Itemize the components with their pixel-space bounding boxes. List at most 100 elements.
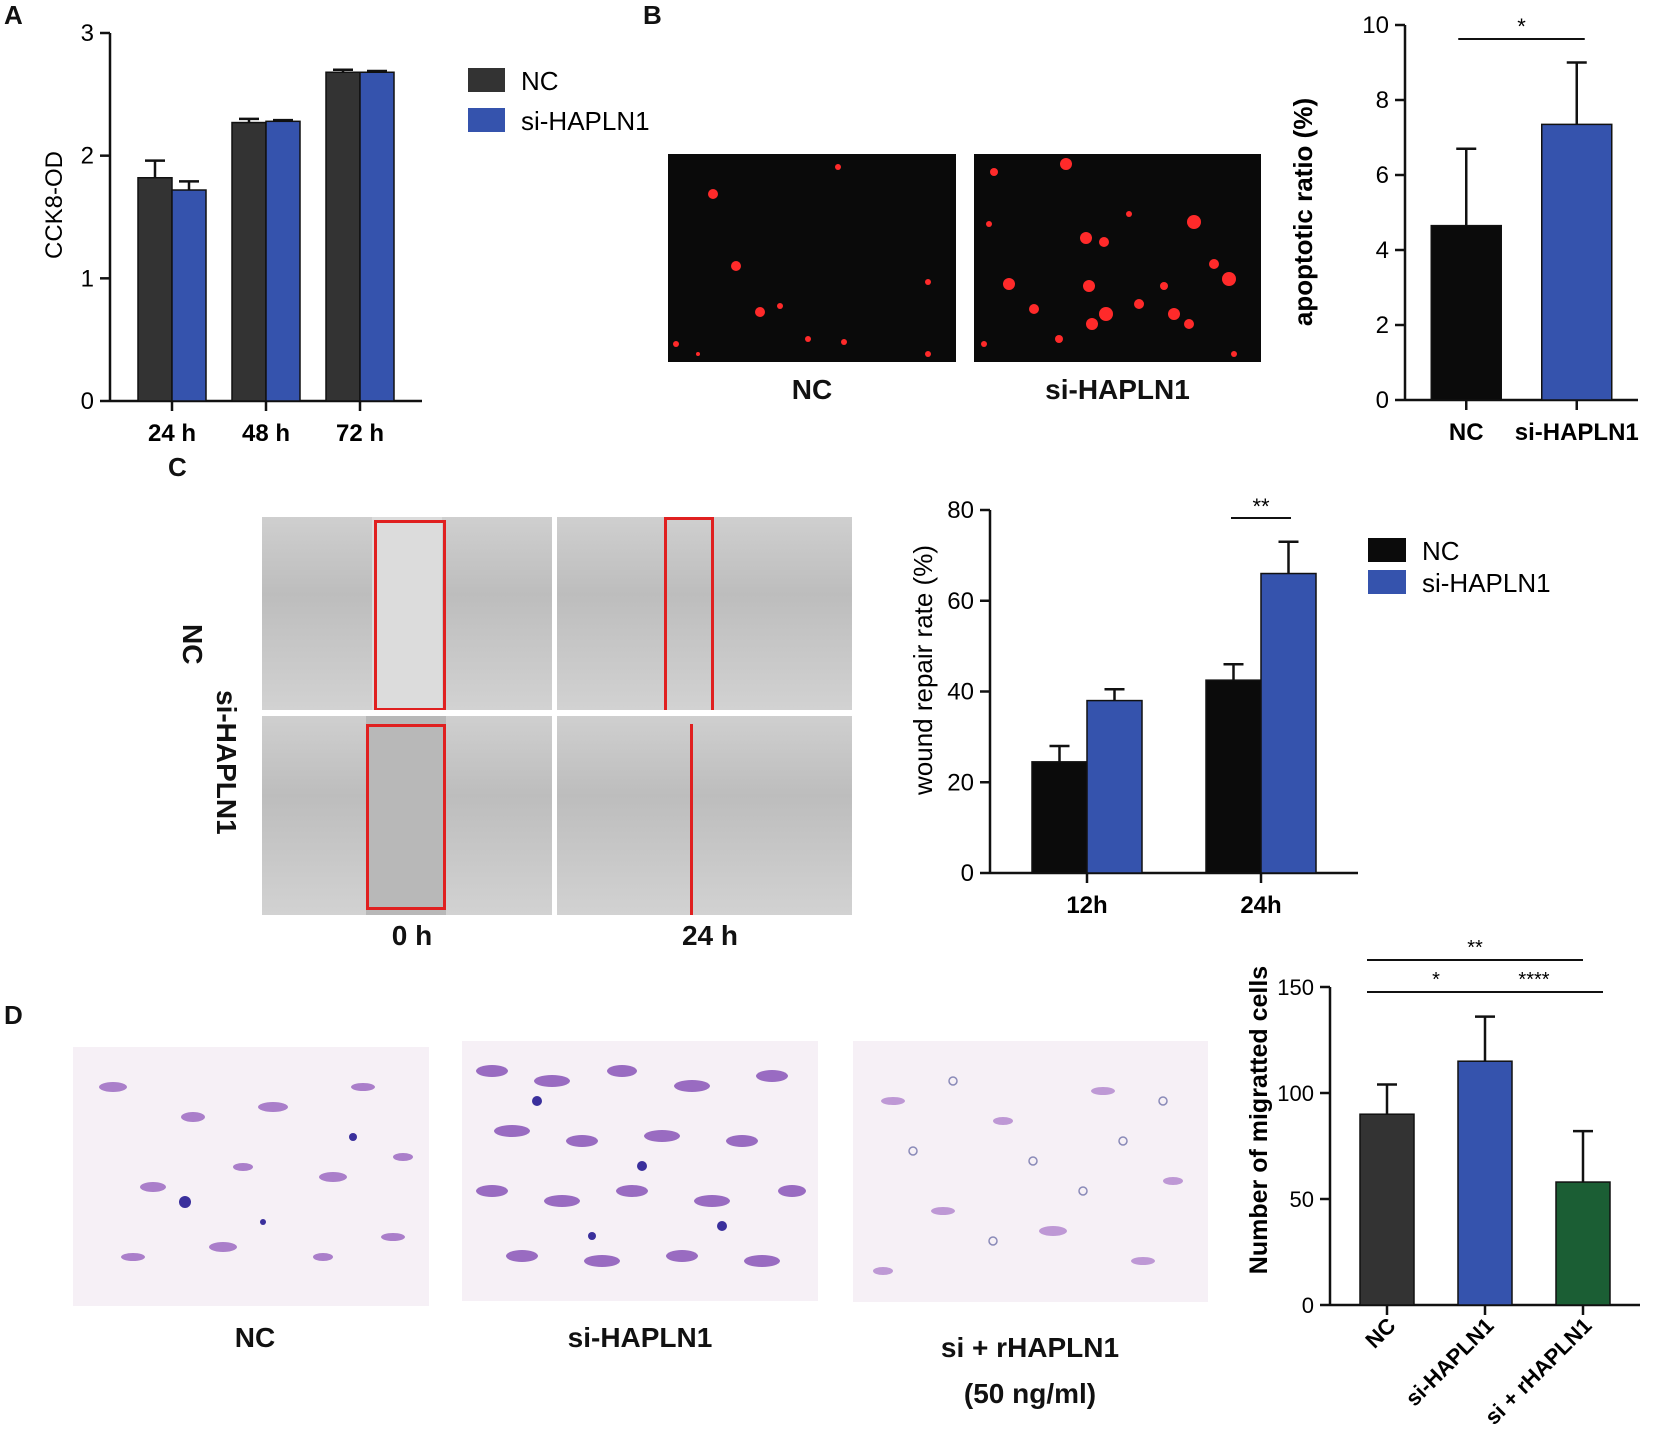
x-tick-label: 12h	[1066, 892, 1107, 919]
x-tick-label: si-HAPLN1	[1515, 419, 1639, 446]
legend-label-nc: NC	[1422, 536, 1460, 566]
y-tick-label: 8	[1376, 87, 1389, 114]
chart-c-legend: NC si-HAPLN1	[1368, 536, 1551, 598]
c-col-label-24h: 24 h	[681, 920, 739, 951]
wound-image-nc-0h	[262, 517, 552, 710]
d-image-label-nc: NC	[234, 1322, 276, 1353]
panel-label-a: A	[4, 0, 23, 30]
bar	[359, 71, 395, 402]
y-tick-label: 3	[81, 20, 94, 47]
significance-label: ****	[1518, 969, 1549, 991]
x-tick-label: 24h	[1240, 892, 1281, 919]
wound-image-si-24h	[557, 716, 852, 915]
legend-swatch-si	[468, 108, 505, 132]
y-tick-label: 50	[1290, 1187, 1314, 1212]
transwell-image-nc	[73, 1047, 429, 1306]
bar	[171, 189, 207, 402]
wound-image-nc-24h	[557, 517, 852, 710]
y-tick-label: 100	[1277, 1081, 1314, 1106]
x-tick-label: NC	[1449, 419, 1484, 446]
chart-a-plot: 0 1 2 3 24 h 48 h 72 h	[81, 20, 422, 447]
tunel-image-si	[974, 154, 1261, 362]
d-image-label-concentration: (50 ng/ml)	[963, 1378, 1097, 1409]
chart-a-legend: NC si-HAPLN1	[468, 66, 650, 136]
chart-b-ylabel: apoptotic ratio (%)	[1288, 98, 1318, 326]
legend-swatch-nc	[468, 68, 505, 92]
legend-swatch-si	[1368, 570, 1406, 594]
bar	[137, 176, 173, 402]
bar	[1359, 1113, 1415, 1306]
y-tick-label: 10	[1362, 12, 1389, 39]
legend-label-nc: NC	[521, 66, 559, 96]
chart-d-migration: Number of migratted cells 0 50 100 150 NC si-…	[1245, 940, 1640, 1430]
wound-line-si-24h	[690, 724, 693, 915]
transwell-image-si	[462, 1041, 818, 1301]
panel-label-d: D	[4, 1000, 23, 1030]
significance-label: **	[1467, 940, 1483, 959]
wound-box-si-0h	[366, 724, 446, 910]
significance-label: *	[1517, 14, 1526, 39]
legend-swatch-nc	[1368, 538, 1406, 562]
bar	[1260, 572, 1317, 874]
y-tick-label: 2	[1376, 312, 1389, 339]
red-cells-si	[981, 158, 1237, 357]
bar	[1541, 123, 1613, 401]
transwell-image-rescue	[853, 1041, 1208, 1302]
y-tick-label: 20	[947, 769, 974, 796]
y-tick-label: 1	[81, 265, 94, 292]
b-image-label-nc: NC	[791, 374, 833, 405]
x-tick-label: NC	[1360, 1313, 1400, 1353]
y-tick-label: 0	[1376, 387, 1389, 414]
d-image-label-si: si-HAPLN1	[567, 1322, 713, 1353]
bar	[1086, 699, 1143, 874]
legend-label-si: si-HAPLN1	[521, 106, 650, 136]
significance-label: **	[1252, 494, 1270, 519]
y-tick-label: 150	[1277, 975, 1314, 1000]
x-tick-label: 72 h	[336, 420, 384, 447]
chart-b-apoptosis: apoptotic ratio (%) 0 2 4 6 8 10 NC si-HAPLN1 *	[1288, 12, 1639, 446]
chart-b-plot: 0 2 4 6 8 10 NC si-HAPLN1 *	[1362, 12, 1638, 446]
wound-box-nc-24h	[664, 517, 714, 710]
x-tick-label: si-HAPLN1	[1400, 1313, 1498, 1411]
y-tick-label: 40	[947, 679, 974, 706]
c-row-label-nc: NC	[177, 624, 208, 665]
y-tick-label: 0	[81, 388, 94, 415]
bar	[1457, 1060, 1513, 1306]
significance-label: *	[1432, 969, 1440, 991]
y-tick-label: 0	[1302, 1293, 1314, 1318]
panel-label-c: C	[168, 452, 187, 482]
wound-box-nc-0h	[374, 520, 446, 710]
y-tick-label: 60	[947, 588, 974, 615]
chart-a-ylabel: CCK8-OD	[41, 151, 68, 259]
y-tick-label: 0	[961, 860, 974, 887]
x-tick-label: 24 h	[148, 420, 196, 447]
bar	[1430, 224, 1502, 401]
stained-cells-rescue	[873, 1076, 1183, 1275]
chart-c-plot: 0 20 40 60 80 12h 24h **	[947, 494, 1358, 919]
legend-label-si: si-HAPLN1	[1422, 568, 1551, 598]
bar	[1031, 761, 1088, 874]
wound-image-si-0h	[262, 716, 552, 915]
chart-a-proliferation: CCK8-OD 0 1 2 3 24 h 48 h 72 h NC si-HAPLN1	[41, 20, 650, 447]
bar	[1555, 1181, 1611, 1306]
bar	[231, 121, 267, 402]
x-tick-label: 48 h	[242, 420, 290, 447]
tunel-image-nc	[668, 154, 956, 362]
red-cells-nc	[673, 164, 931, 357]
stained-cells-si	[476, 1065, 806, 1267]
bar	[325, 71, 361, 402]
chart-d-ylabel: Number of migratted cells	[1245, 966, 1273, 1274]
panel-label-b: B	[643, 0, 662, 30]
c-col-label-0h: 0 h	[391, 920, 433, 951]
chart-c-ylabel: wound repair rate (%)	[908, 545, 938, 796]
y-tick-label: 6	[1376, 162, 1389, 189]
y-tick-label: 4	[1376, 237, 1389, 264]
bar	[1205, 679, 1262, 874]
y-tick-label: 80	[947, 497, 974, 524]
b-image-label-si: si-HAPLN1	[1045, 374, 1190, 405]
d-image-label-rescue: si + rHAPLN1	[940, 1332, 1120, 1363]
bar	[265, 120, 301, 402]
c-row-label-si: si-HAPLN1	[211, 690, 242, 835]
